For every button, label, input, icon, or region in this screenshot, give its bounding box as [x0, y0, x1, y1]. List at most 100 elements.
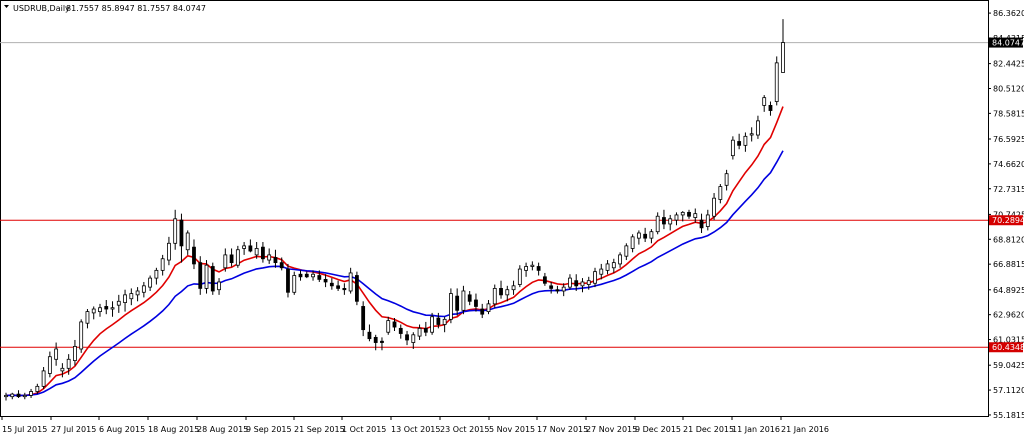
candle-body: [687, 211, 691, 217]
candle-body: [599, 268, 604, 275]
candle-body: [116, 300, 121, 306]
time-tick-label: 23 Oct 2015: [440, 425, 489, 434]
candle: [712, 193, 716, 221]
time-tick-label: 17 Nov 2015: [537, 425, 588, 434]
level-tag-2-box: [989, 342, 1023, 353]
candle-body: [41, 370, 46, 387]
candle-body: [774, 62, 779, 102]
candle-body: [336, 285, 341, 289]
time-tick-label: 27 Nov 2015: [586, 425, 637, 434]
candle-body: [261, 246, 265, 260]
candle-body: [304, 273, 309, 278]
chart-ohlc-readout: 81.7557 85.8947 81.7557 84.0747: [66, 4, 206, 13]
candle: [680, 211, 685, 222]
candle-body: [542, 276, 547, 284]
candle: [730, 136, 735, 160]
candle-body: [768, 104, 773, 111]
candle: [185, 230, 190, 255]
candle: [505, 285, 510, 302]
price-tick-label: 55.1815: [993, 411, 1024, 420]
candle-body: [756, 120, 760, 136]
candle-body: [210, 266, 215, 292]
candle: [148, 275, 153, 291]
candle: [593, 267, 597, 288]
candle: [154, 267, 159, 285]
plot-frame: [0, 0, 989, 417]
candle-body: [643, 233, 648, 239]
time-tick-label: 28 Aug 2015: [197, 425, 248, 434]
candle: [229, 248, 234, 267]
candle-body: [580, 281, 585, 287]
candle: [705, 209, 710, 231]
candle-body: [192, 246, 196, 265]
candle-body: [323, 278, 328, 283]
candle: [323, 274, 328, 288]
candle: [774, 56, 779, 106]
candle: [693, 208, 698, 223]
candle-body: [279, 262, 284, 269]
candle-body: [367, 331, 372, 340]
candle: [448, 288, 453, 324]
level-tag-1-box: [989, 215, 1023, 226]
candle-body: [486, 303, 491, 313]
candle-body: [574, 280, 579, 287]
candle: [542, 272, 547, 286]
candle-body: [267, 254, 272, 261]
candle-body: [10, 393, 15, 398]
candle-body: [549, 285, 554, 289]
candle: [79, 319, 84, 353]
candle-body: [329, 282, 334, 287]
candle: [762, 95, 767, 112]
candle: [167, 236, 171, 266]
candle: [781, 19, 785, 73]
candle-body: [524, 266, 528, 271]
candle: [261, 242, 265, 263]
price-tick-label: 57.1120: [993, 386, 1024, 395]
candle-body: [411, 334, 416, 343]
candle: [66, 354, 71, 375]
candle: [273, 249, 278, 268]
candle-body: [499, 288, 503, 296]
candle-body: [724, 173, 729, 186]
candle-body: [655, 215, 660, 233]
candle: [254, 242, 259, 259]
candle-body: [455, 295, 460, 311]
price-tick-label: 64.8925: [993, 286, 1024, 295]
candle-body: [749, 133, 754, 136]
candle: [355, 271, 359, 306]
candle: [329, 278, 334, 290]
candle-body: [317, 275, 322, 280]
candle: [60, 363, 65, 378]
candle: [380, 337, 384, 351]
candle-body: [511, 285, 516, 291]
candle: [474, 293, 478, 312]
candle-body: [662, 217, 666, 225]
candle-body: [223, 254, 228, 269]
candle-body: [467, 294, 472, 302]
time-tick-label: 11 Jan 2016: [732, 425, 780, 434]
candle-body: [474, 299, 478, 307]
candle-body: [123, 294, 127, 303]
candle-body: [624, 245, 629, 257]
price-tick-label: 68.8120: [993, 235, 1024, 244]
symbol-arrow-icon: [4, 5, 9, 8]
candle: [386, 316, 391, 335]
candle: [129, 288, 134, 306]
candle: [160, 254, 165, 276]
time-tick-label: 15 Jul 2015: [2, 425, 47, 434]
candle: [361, 301, 366, 337]
candle-body: [611, 262, 616, 269]
candle: [311, 270, 315, 281]
candle: [348, 267, 353, 294]
candle-body: [54, 348, 59, 360]
candle: [73, 339, 77, 366]
price-tick-label: 86.3620: [993, 9, 1024, 18]
candle-body: [235, 249, 240, 266]
candle-body: [16, 393, 21, 398]
candle-body: [242, 245, 247, 249]
candle-body: [461, 290, 466, 311]
price-tick-label: 78.5815: [993, 109, 1024, 118]
candle: [242, 242, 247, 255]
price-tick-label: 59.0425: [993, 361, 1024, 370]
